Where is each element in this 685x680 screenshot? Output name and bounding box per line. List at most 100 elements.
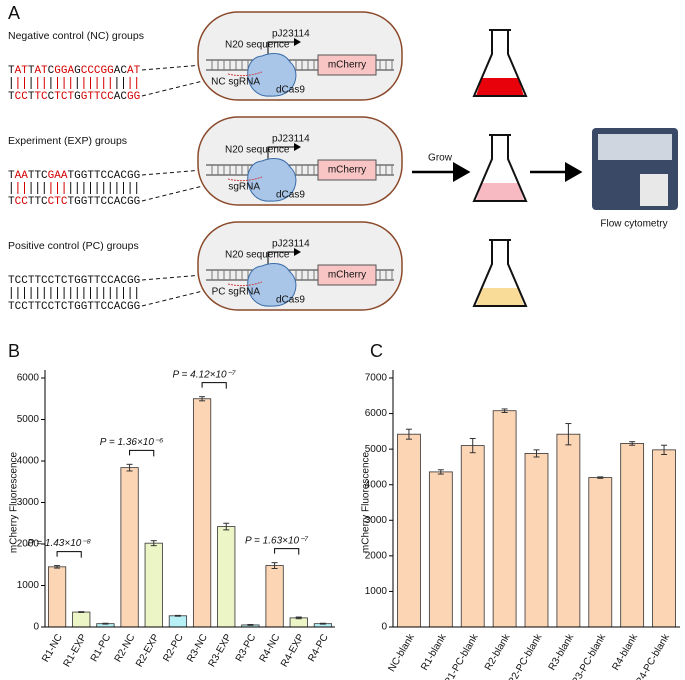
sequence-bottom: TCCTTCCTCTGGTTCCACGG: [8, 91, 140, 103]
flask-liquid: [476, 288, 524, 306]
base: C: [21, 91, 28, 103]
x-tick-label: R3-blank: [547, 631, 577, 672]
leader: [141, 168, 216, 176]
base: C: [107, 91, 114, 103]
group-title: Negative control (NC) groups: [8, 30, 144, 42]
x-tick-label: R3-EXP: [207, 632, 235, 669]
x-tick-label: R1-NC: [40, 632, 65, 664]
base: A: [114, 275, 121, 287]
base: T: [8, 91, 15, 103]
sgrna-strand: [227, 281, 263, 287]
base: G: [54, 65, 61, 77]
significance-label: P = 1.36×10⁻⁶: [100, 437, 164, 448]
base: C: [48, 275, 55, 287]
base: A: [15, 65, 22, 77]
x-tick-label: R1-EXP: [62, 632, 90, 669]
base: T: [87, 196, 94, 208]
y-tick-label: 0: [381, 622, 387, 633]
base: A: [54, 170, 61, 182]
base: C: [21, 275, 28, 287]
base: G: [134, 275, 141, 287]
sequence-bottom: TCCTTCCTCTGGTTCCACGG: [8, 301, 140, 313]
base: T: [28, 301, 35, 313]
base: C: [94, 65, 101, 77]
leader: [141, 63, 216, 71]
base: G: [107, 65, 114, 77]
significance-bracket: [129, 449, 155, 457]
base: C: [61, 275, 68, 287]
y-axis-title: mCherry Fluorescence: [9, 451, 20, 553]
y-tick-label: 7000: [365, 373, 388, 384]
y-tick-label: 2000: [365, 550, 388, 561]
y-tick-label: 4000: [17, 456, 40, 467]
sgrna: NC sgRNA: [211, 77, 260, 88]
significance-bracket: [274, 548, 300, 555]
base: T: [67, 301, 74, 313]
base: G: [134, 196, 141, 208]
base: T: [28, 196, 35, 208]
base: C: [61, 196, 68, 208]
x-tick-label: R2-EXP: [134, 632, 162, 669]
protein: dCas9: [276, 295, 305, 306]
promoter-arrow: [267, 143, 301, 164]
x-tick-label: R4-EXP: [279, 632, 307, 669]
reporter: mCherry: [328, 165, 366, 176]
base: C: [120, 301, 127, 313]
reporter-box: [317, 159, 377, 181]
promoter: pJ23114: [272, 239, 310, 250]
base: G: [74, 196, 81, 208]
base: G: [81, 196, 88, 208]
base: T: [54, 275, 61, 287]
base: T: [8, 65, 15, 77]
base: A: [61, 170, 68, 182]
leader: [141, 287, 216, 307]
base: C: [120, 170, 127, 182]
base: G: [81, 170, 88, 182]
base: T: [67, 275, 74, 287]
base: G: [134, 170, 141, 182]
base: C: [48, 301, 55, 313]
base: T: [21, 65, 28, 77]
base: G: [74, 65, 81, 77]
base: T: [87, 301, 94, 313]
base: C: [15, 196, 22, 208]
base: G: [127, 301, 134, 313]
base: T: [94, 196, 101, 208]
base: T: [34, 91, 41, 103]
base: T: [28, 275, 35, 287]
bar: [217, 526, 236, 628]
base: C: [41, 301, 48, 313]
sequence-top: TCCTTCCTCTGGTTCCACGG: [8, 275, 140, 287]
promoter: pJ23114: [272, 29, 310, 40]
base: C: [41, 91, 48, 103]
base: T: [34, 170, 41, 182]
base: A: [114, 65, 121, 77]
base: G: [81, 275, 88, 287]
base: T: [8, 196, 15, 208]
base: T: [28, 91, 35, 103]
flask-liquid: [476, 183, 524, 201]
bar: [428, 471, 453, 628]
sequence-top: TAATTCGAATGGTTCCACGG: [8, 170, 140, 182]
y-tick-label: 4000: [365, 479, 388, 490]
base: T: [87, 91, 94, 103]
base: T: [8, 170, 15, 182]
base: A: [114, 301, 121, 313]
base: T: [54, 301, 61, 313]
bar: [168, 615, 188, 628]
y-tick-label: 0: [33, 622, 39, 633]
base: C: [107, 170, 114, 182]
bar: [588, 477, 613, 628]
y-tick-label: 5000: [17, 414, 40, 425]
base: A: [114, 196, 121, 208]
base: A: [114, 91, 121, 103]
base: G: [81, 301, 88, 313]
base: T: [28, 65, 35, 77]
bar: [556, 433, 581, 628]
sequence-bottom: TCCTTCCTCTGGTTCCACGG: [8, 196, 140, 208]
sgrna-strand: [227, 71, 263, 77]
base: G: [48, 170, 55, 182]
dcas9: [247, 158, 297, 202]
base: C: [120, 91, 127, 103]
